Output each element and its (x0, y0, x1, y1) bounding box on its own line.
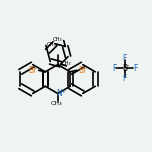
Text: F: F (112, 64, 116, 73)
Text: F: F (123, 54, 127, 63)
Text: Br: Br (29, 66, 37, 75)
Text: B: B (122, 64, 127, 73)
Text: Br: Br (79, 66, 87, 75)
Text: F: F (123, 74, 127, 83)
Text: CH₃: CH₃ (47, 42, 57, 47)
Text: +: + (61, 89, 66, 94)
Text: CH₃: CH₃ (50, 101, 62, 106)
Text: -: - (126, 63, 128, 68)
Text: CH₃: CH₃ (53, 37, 62, 42)
Text: N: N (57, 89, 62, 98)
Text: F: F (133, 64, 137, 73)
Text: CH₃: CH₃ (62, 62, 71, 66)
